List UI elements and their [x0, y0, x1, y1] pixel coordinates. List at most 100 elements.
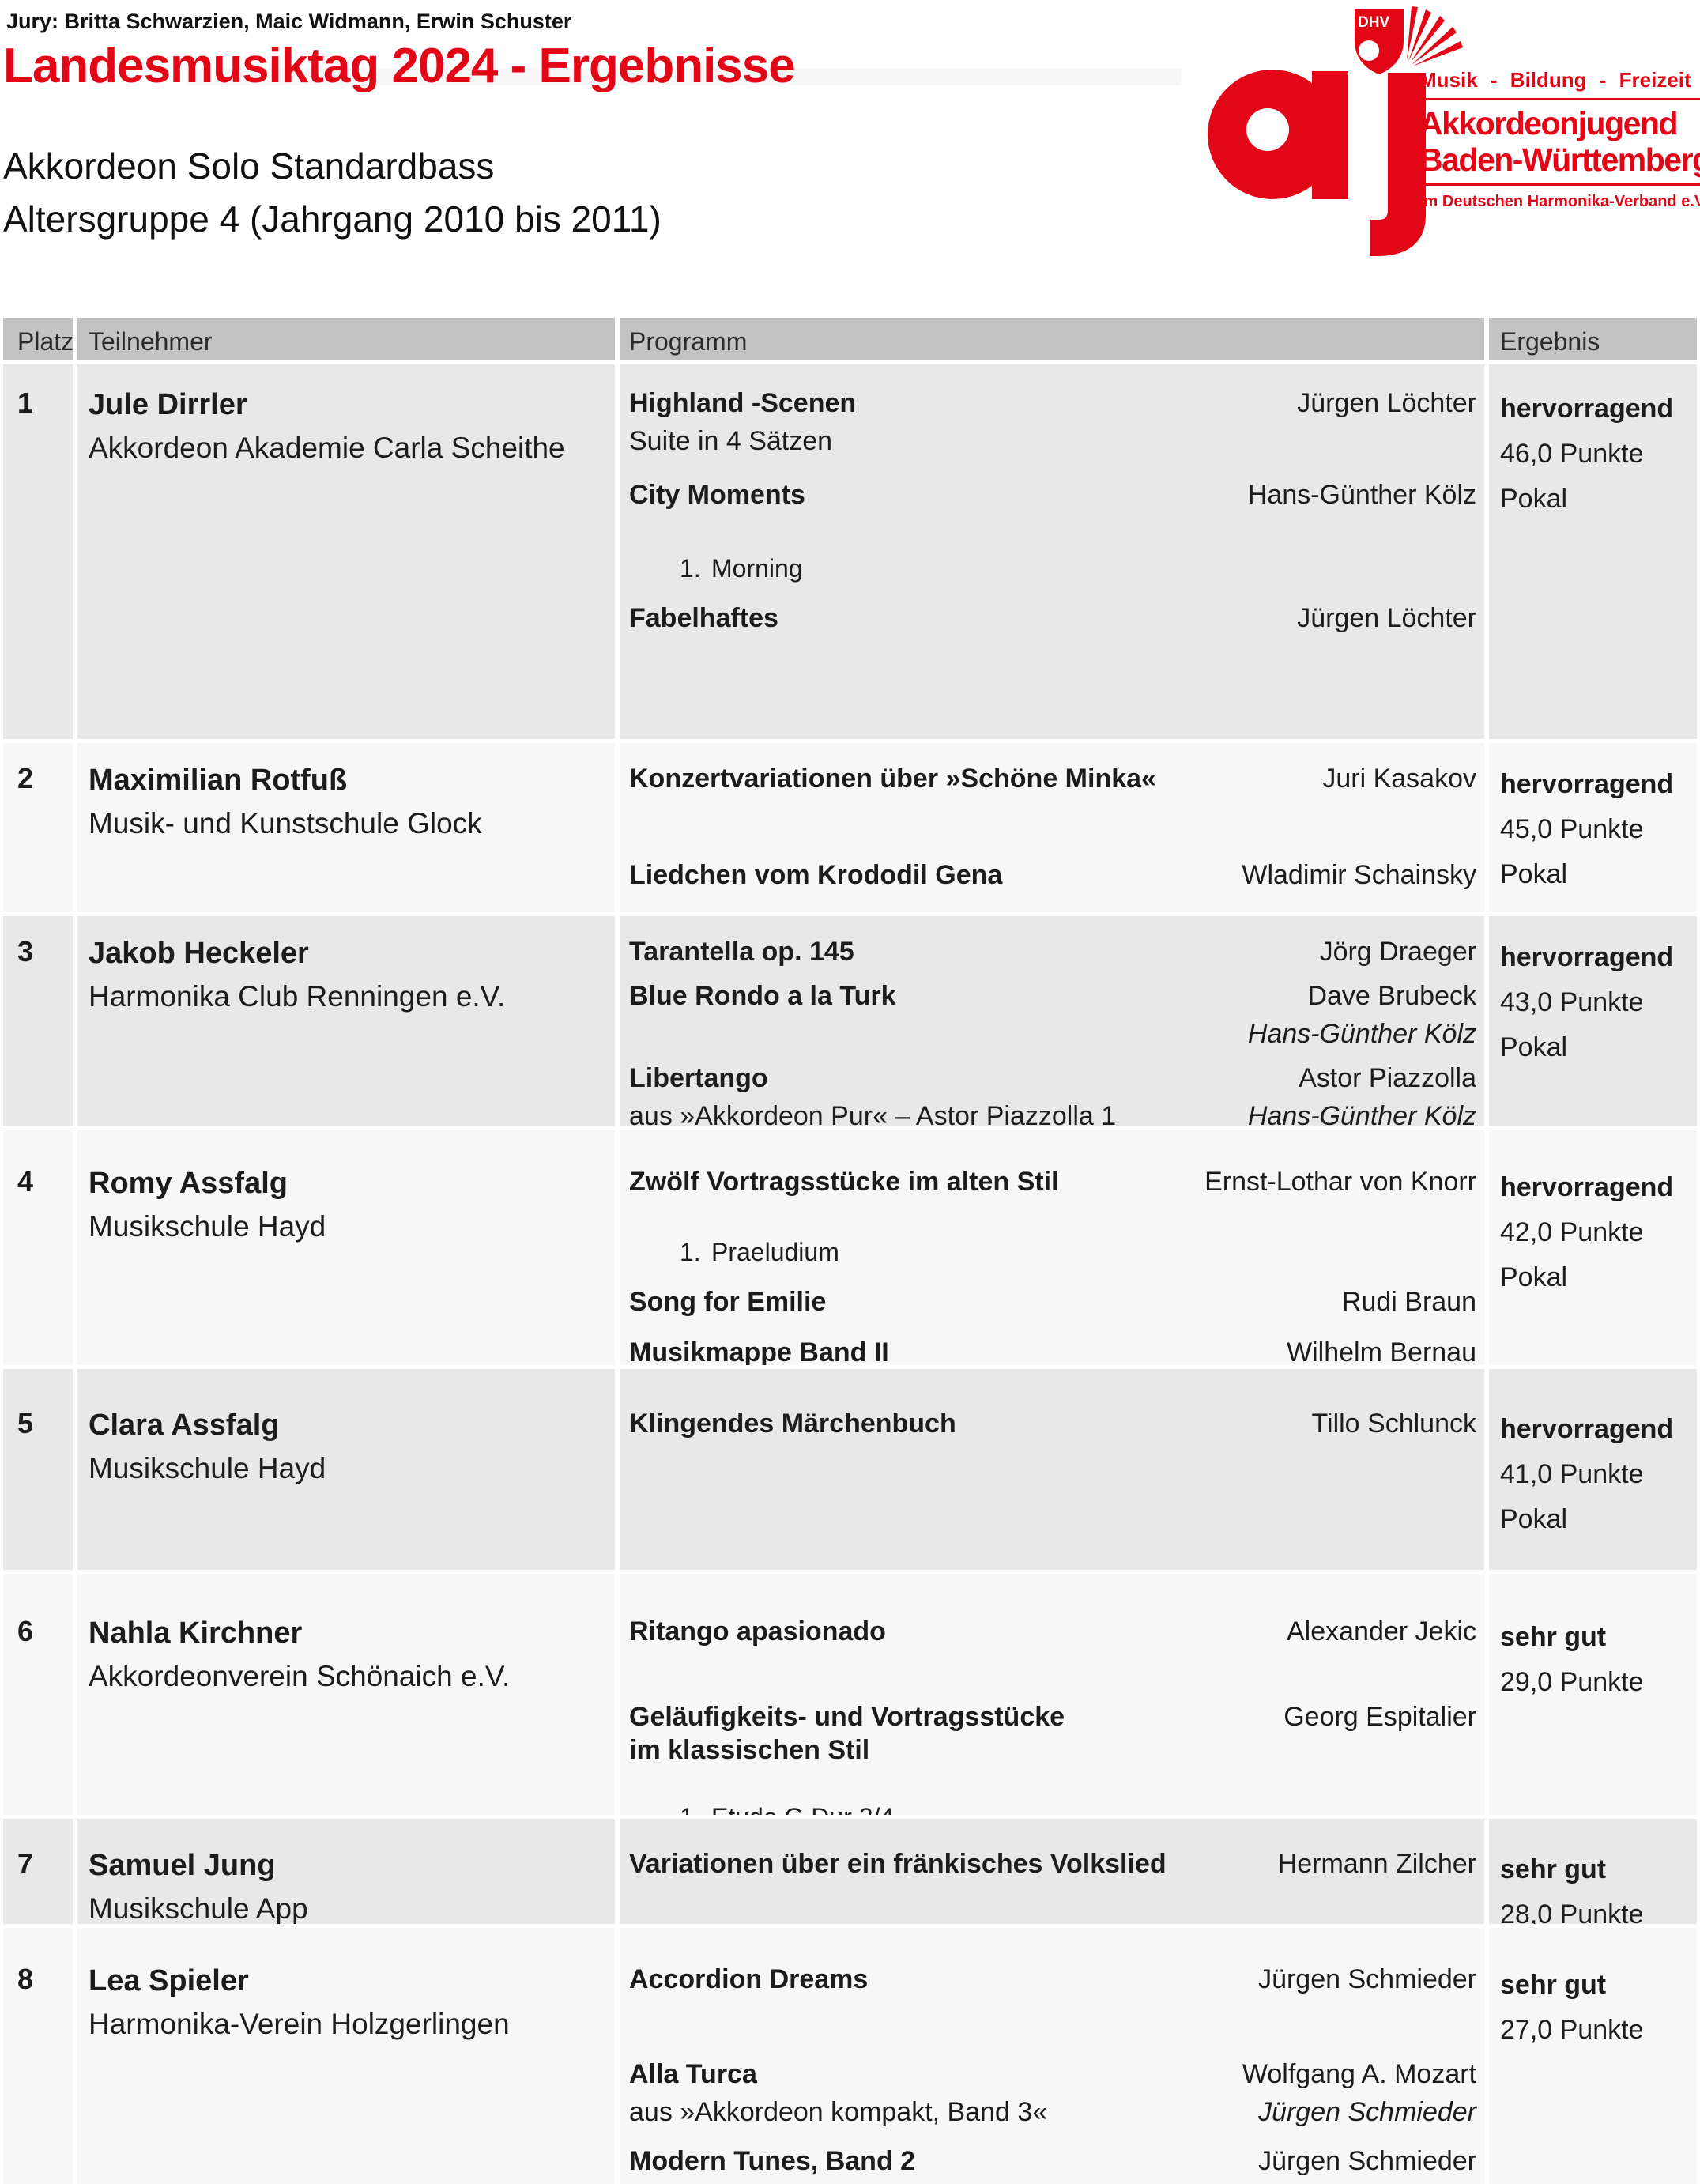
table-row-participant: Nahla Kirchner Akkordeonverein Schönaich… [77, 1574, 615, 1815]
table-row-rank: 2 [3, 743, 73, 912]
piece-composer: Juri Kasakov [1322, 764, 1476, 794]
table-row-programme: Klingendes Märchenbuch Tillo Schlunck [620, 1369, 1484, 1570]
piece-subtitle: aus »Akkordeon Pur« – Astor Piazzolla 1 [629, 1101, 1117, 1126]
piece-composer: Jürgen Schmieder [1258, 1964, 1476, 1994]
result-rating: hervorragend [1500, 1414, 1674, 1444]
column-header-programm: Programm [620, 318, 1484, 360]
piece-arranger: Hans-Günther Kölz [1247, 1101, 1476, 1126]
logo-association-line: im Deutschen Harmonika-Verband e.V. [1419, 193, 1700, 210]
piece-title: Song for Emilie [629, 1287, 827, 1317]
table-row-result: sehr gut 28,0 Punkte [1489, 1819, 1697, 1924]
piece-composer: Ernst-Lothar von Knorr [1204, 1167, 1476, 1197]
rank-value: 5 [17, 1407, 34, 1439]
piece-title: Klingendes Märchenbuch [629, 1409, 956, 1439]
piece-title: Geläufigkeits- und Vortragsstücke [629, 1702, 1065, 1732]
logo-rule [1419, 98, 1700, 100]
result-points: 45,0 Punkte [1500, 814, 1644, 844]
rank-value: 2 [17, 762, 34, 794]
result-points: 29,0 Punkte [1500, 1667, 1644, 1697]
result-points: 28,0 Punkte [1500, 1899, 1644, 1924]
table-row-participant: Romy Assfalg Musikschule Hayd [77, 1130, 615, 1365]
piece-composer: Wladimir Schainsky [1242, 860, 1476, 890]
logo-org-line1: Akkordeonjugend [1419, 105, 1679, 141]
result-points: 41,0 Punkte [1500, 1459, 1644, 1489]
table-row-rank: 7 [3, 1819, 73, 1924]
akkordeonjugend-logo: DHV Musik - Bildung - Freizeit Akkordeon… [1208, 5, 1700, 258]
piece-composer: Hermann Zilcher [1277, 1849, 1476, 1879]
movement-number: 1. [680, 1238, 701, 1266]
jury-line: Jury: Britta Schwarzien, Maic Widmann, E… [6, 9, 572, 33]
table-row-programme: Tarantella op. 145 Jörg Draeger Blue Ron… [620, 916, 1484, 1126]
results-table: Platz Teilnehmer Programm Ergebnis 1 Jul… [3, 318, 1697, 2184]
result-trophy: Pokal [1500, 1032, 1568, 1062]
piece-composer: Georg Espitalier [1283, 1702, 1476, 1732]
result-rating: hervorragend [1500, 942, 1674, 972]
movement-number: 1. [680, 1801, 711, 1815]
participant-name: Maximilian Rotfuß [89, 764, 348, 797]
participant-name: Jakob Heckeler [89, 937, 309, 970]
piece-title: Konzertvariationen über »Schöne Minka« [629, 764, 1156, 794]
participant-school: Musikschule App [89, 1892, 308, 1924]
result-rating: sehr gut [1500, 1622, 1607, 1652]
result-rating: sehr gut [1500, 1970, 1607, 2000]
category-title: Akkordeon Solo Standardbass [3, 145, 495, 187]
result-points: 46,0 Punkte [1500, 439, 1644, 469]
piece-title: Alla Turca [629, 2059, 757, 2089]
piece-composer: Tillo Schlunck [1311, 1409, 1476, 1439]
piece-title: City Moments [629, 480, 805, 510]
piece-arranger: Hans-Günther Kölz [1247, 1019, 1476, 1049]
piece-title: Zwölf Vortragsstücke im alten Stil [629, 1167, 1059, 1197]
piece-title: Tarantella op. 145 [629, 937, 854, 967]
participant-name: Jule Dirrler [89, 388, 247, 421]
table-row-result: sehr gut 29,0 Punkte [1489, 1574, 1697, 1815]
result-points: 43,0 Punkte [1500, 987, 1644, 1017]
participant-name: Romy Assfalg [89, 1167, 288, 1200]
participant-school: Harmonika Club Renningen e.V. [89, 980, 506, 1013]
piece-title: Highland -Scenen [629, 388, 857, 418]
column-header-ergebnis: Ergebnis [1489, 318, 1697, 360]
piece-title: Modern Tunes, Band 2 [629, 2146, 916, 2176]
result-trophy: Pokal [1500, 1504, 1568, 1534]
table-row-rank: 3 [3, 916, 73, 1126]
table-row-result: hervorragend 43,0 Punkte Pokal [1489, 916, 1697, 1126]
column-header-platz: Platz [3, 318, 73, 360]
table-row-rank: 8 [3, 1928, 73, 2184]
participant-school: Akkordeonverein Schönaich e.V. [89, 1660, 511, 1692]
rank-value: 1 [17, 387, 34, 419]
result-points: 42,0 Punkte [1500, 1217, 1644, 1247]
piece-composer: Rudi Braun [1341, 1287, 1476, 1317]
piece-subtitle: Suite in 4 Sätzen [629, 426, 833, 456]
logo-org-line2: Baden-Württemberg [1419, 141, 1700, 178]
movement-title: Praeludium [711, 1238, 839, 1266]
table-row-participant: Jule Dirrler Akkordeon Akademie Carla Sc… [77, 364, 615, 739]
piece-composer: Jörg Draeger [1319, 937, 1476, 967]
table-row-result: hervorragend 45,0 Punkte Pokal [1489, 743, 1697, 912]
rank-value: 7 [17, 1847, 34, 1880]
participant-school: Musikschule Hayd [89, 1210, 326, 1243]
piece-composer: Alexander Jekic [1286, 1616, 1476, 1646]
piece-title: Ritango apasionado [629, 1616, 886, 1646]
movement-number: 1. [680, 554, 701, 583]
table-row-rank: 4 [3, 1130, 73, 1365]
result-points: 27,0 Punkte [1500, 2015, 1644, 2045]
logo-tagline: Musik - Bildung - Freizeit [1419, 68, 1691, 92]
piece-composer: Jürgen Löchter [1297, 388, 1476, 418]
result-trophy: Pokal [1500, 484, 1568, 514]
rank-value: 3 [17, 935, 34, 968]
rank-value: 8 [17, 1963, 34, 1995]
table-row-rank: 1 [3, 364, 73, 739]
movement-list-item: 1. Morning [680, 553, 1476, 584]
table-row-programme: Highland -Scenen Jürgen Löchter Suite in… [620, 364, 1484, 739]
participant-name: Nahla Kirchner [89, 1616, 303, 1650]
result-trophy: Pokal [1500, 1262, 1568, 1292]
participant-name: Clara Assfalg [89, 1409, 280, 1442]
piece-composer: Jürgen Löchter [1297, 603, 1476, 633]
page-title: Landesmusiktag 2024 - Ergebnisse [3, 39, 796, 93]
movement-title: Etude C-Dur 2/4 [711, 1801, 894, 1815]
table-row-result: hervorragend 41,0 Punkte Pokal [1489, 1369, 1697, 1570]
piece-title: Fabelhaftes [629, 603, 778, 633]
movement-list-item: 1. Praeludium [680, 1236, 1476, 1268]
result-rating: hervorragend [1500, 394, 1674, 424]
table-row-rank: 6 [3, 1574, 73, 1815]
logo-rule [1419, 183, 1700, 186]
